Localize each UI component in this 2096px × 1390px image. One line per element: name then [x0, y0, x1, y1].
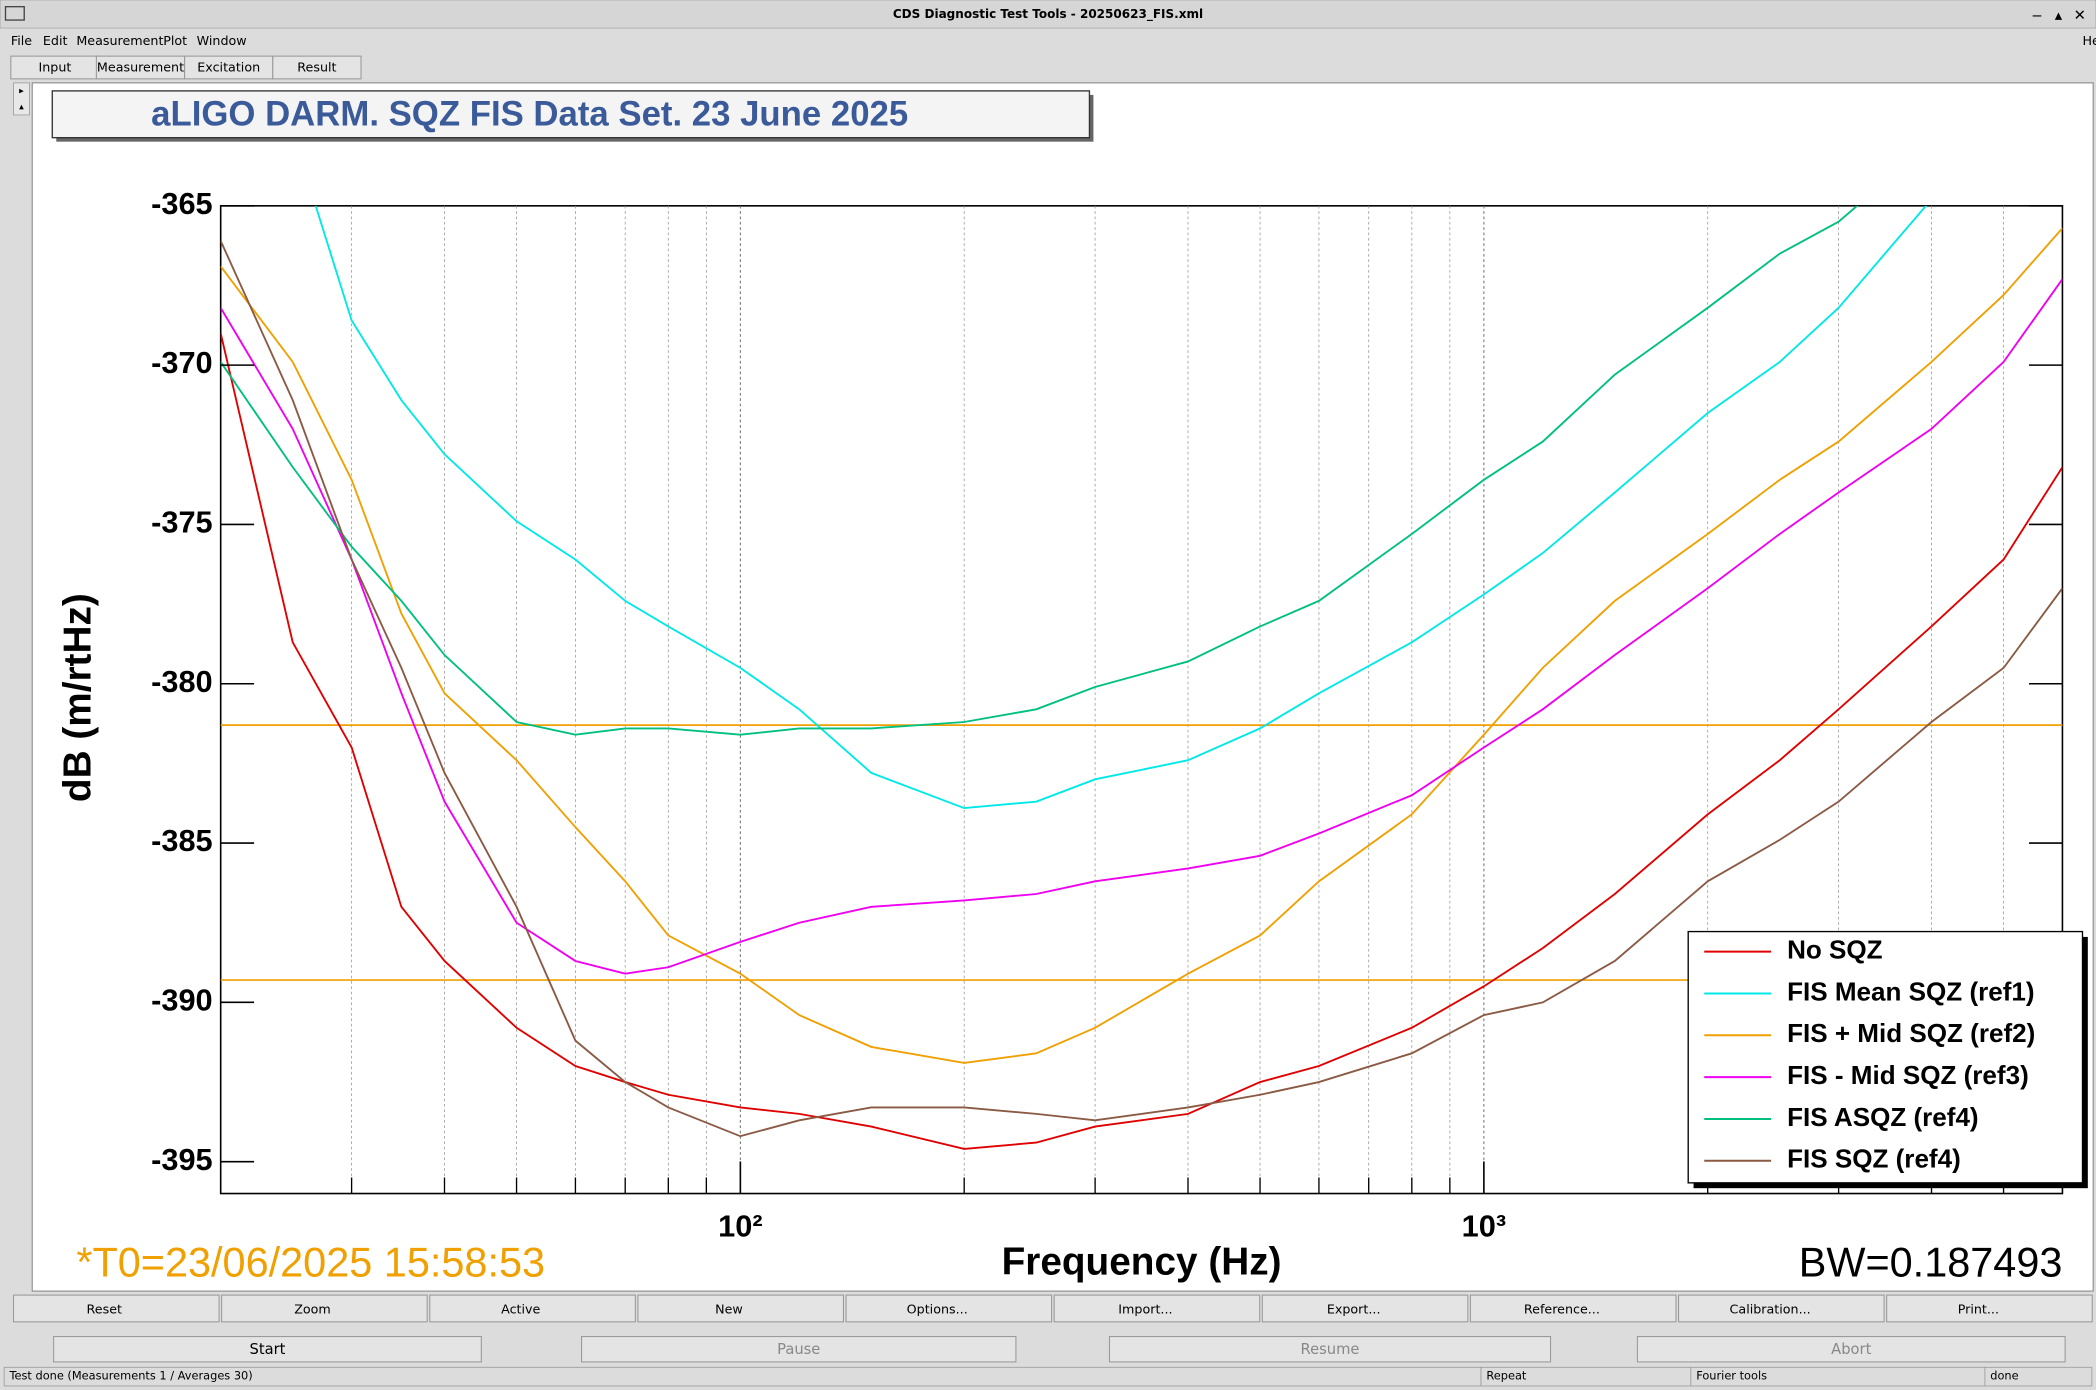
trace: [220, 240, 2063, 1138]
control-button[interactable]: [1108, 1336, 1552, 1363]
toolbar-label[interactable]: Active: [501, 1301, 540, 1316]
control-button[interactable]: [581, 1336, 1017, 1363]
toolbar-button[interactable]: [1469, 1294, 1677, 1323]
menu-item[interactable]: Window: [197, 33, 247, 48]
toolbar-label[interactable]: New: [715, 1301, 743, 1316]
y-tick-label: -385: [151, 823, 213, 858]
side-arrows[interactable]: [13, 82, 30, 116]
y-axis-title: dB (m/rtHz): [57, 593, 100, 802]
tab-label[interactable]: Excitation: [197, 60, 260, 75]
x-tick-label: 10²: [718, 1208, 762, 1243]
traces: [220, 205, 2063, 1150]
legend: No SQZ FIS Mean SQZ (ref1) FIS + Mid SQZ (…: [1687, 930, 2088, 1189]
toolbar-button[interactable]: [637, 1294, 844, 1323]
legend-label: FIS + Mid SQZ (ref2): [1787, 1018, 2035, 1048]
control-label[interactable]: Resume: [1301, 1341, 1360, 1358]
axes: 10² 10³ -395 -390 -385 -380 -375 -370 -365: [151, 186, 2063, 1243]
toolbar-button[interactable]: [429, 1294, 636, 1323]
toolbar-label[interactable]: Import...: [1118, 1301, 1172, 1316]
y-tick-label: -365: [151, 186, 213, 221]
control-label[interactable]: Start: [250, 1341, 286, 1358]
arrow-up[interactable]: ▴: [19, 101, 24, 112]
legend-label: FIS Mean SQZ (ref1): [1787, 976, 2034, 1006]
y-tick-label: -370: [151, 345, 213, 380]
trace: [220, 227, 2063, 1064]
arrow-right[interactable]: ▸: [19, 85, 24, 96]
trace: [220, 278, 2063, 975]
t0-annotation: *T0=23/06/2025 15:58:53: [76, 1239, 545, 1286]
window-menu-icon[interactable]: [4, 6, 25, 21]
legend-label: FIS ASQZ (ref4): [1787, 1102, 1979, 1132]
tab[interactable]: [272, 55, 362, 80]
status-cell: [1984, 1366, 2093, 1387]
status-text: done: [1990, 1369, 2018, 1383]
trace: [314, 205, 1928, 810]
menu-item[interactable]: Help: [2082, 33, 2096, 48]
control-button[interactable]: [1636, 1336, 2066, 1363]
toolbar-button[interactable]: [1678, 1294, 1885, 1323]
status-text: Fourier tools: [1696, 1369, 1767, 1383]
legend-label: FIS - Mid SQZ (ref3): [1787, 1060, 2029, 1090]
toolbar-button[interactable]: [1886, 1294, 2093, 1323]
tab-label[interactable]: Result: [297, 60, 336, 75]
toolbar-label[interactable]: Zoom: [294, 1301, 331, 1316]
tab-label[interactable]: Measurement: [97, 60, 184, 75]
x-tick-label: 10³: [1462, 1208, 1506, 1243]
toolbar-label[interactable]: Reference...: [1524, 1301, 1600, 1316]
y-tick-label: -380: [151, 664, 213, 699]
y-tick-label: -375: [151, 505, 213, 540]
chart-title: aLIGO DARM. SQZ FIS Data Set. 23 June 20…: [151, 95, 908, 133]
toolbar-button[interactable]: [1053, 1294, 1261, 1323]
grid: [351, 205, 2004, 1194]
menu-item[interactable]: Measurement: [76, 33, 163, 48]
legend-box: [1687, 930, 2084, 1184]
x-axis-title: Frequency (Hz): [1002, 1241, 1282, 1284]
trace: [220, 333, 2063, 1150]
legend-label: FIS SQZ (ref4): [1787, 1144, 1961, 1174]
maximize[interactable]: ▴: [2055, 7, 2063, 24]
y-tick-label: -390: [151, 982, 213, 1017]
menu-item[interactable]: File: [11, 33, 32, 48]
toolbar-label[interactable]: Reset: [87, 1301, 122, 1316]
minimize[interactable]: ‒: [2032, 6, 2042, 25]
title-bar: [0, 0, 2096, 29]
toolbar-label[interactable]: Print...: [1958, 1301, 1999, 1316]
toolbar-label[interactable]: Options...: [907, 1301, 968, 1316]
status-text: Repeat: [1486, 1369, 1527, 1383]
title-box: [51, 90, 1091, 139]
control-label[interactable]: Pause: [777, 1341, 820, 1358]
bw-annotation: BW=0.187493: [1799, 1239, 2063, 1286]
menu-item[interactable]: Edit: [43, 33, 68, 48]
toolbar-button[interactable]: [221, 1294, 428, 1323]
ui-chrome: FileEditMeasurementPlotWindowHelpInputMe…: [3, 33, 2096, 1387]
toolbar-label[interactable]: Export...: [1327, 1301, 1381, 1316]
control-label[interactable]: Abort: [1831, 1341, 1871, 1358]
control-button[interactable]: [53, 1336, 482, 1363]
menu-item[interactable]: Plot: [163, 33, 187, 48]
close[interactable]: ✕: [2074, 7, 2086, 24]
toolbar-button[interactable]: [845, 1294, 1053, 1323]
window-title: CDS Diagnostic Test Tools - 20250623_FIS…: [893, 7, 1203, 22]
legend-label: No SQZ: [1787, 935, 1883, 965]
tab-label[interactable]: Input: [39, 60, 72, 75]
toolbar-button[interactable]: [12, 1294, 220, 1323]
y-tick-label: -395: [151, 1142, 213, 1177]
toolbar-button[interactable]: [1261, 1294, 1469, 1323]
trace: [220, 205, 1859, 736]
toolbar-label[interactable]: Calibration...: [1730, 1301, 1811, 1316]
status-text: Test done (Measurements 1 / Averages 30): [9, 1369, 253, 1383]
